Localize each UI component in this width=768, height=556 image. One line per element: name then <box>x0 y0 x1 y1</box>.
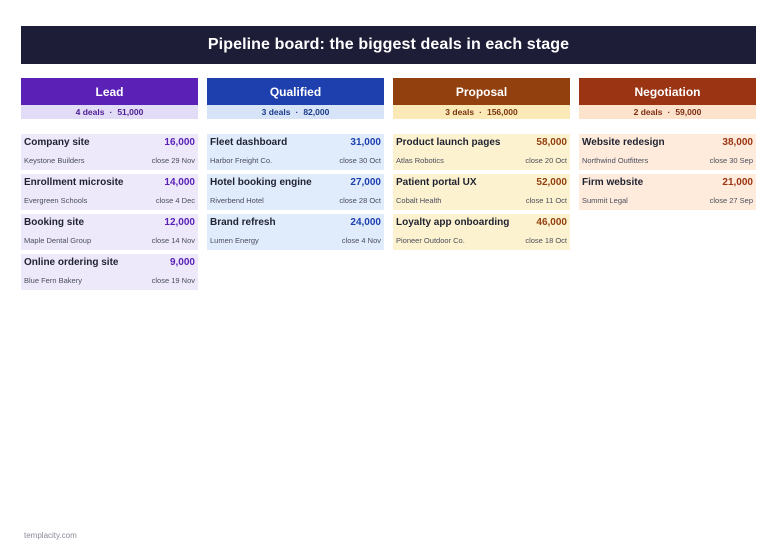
company-name: Maple Dental Group <box>24 236 92 245</box>
column-summary: 2 deals · 59,000 <box>579 105 756 119</box>
column-summary: 3 deals · 82,000 <box>207 105 384 119</box>
company-name: Pioneer Outdoor Co. <box>396 236 465 245</box>
deal-name: Hotel booking engine <box>210 177 312 188</box>
deal-card[interactable]: Patient portal UX 52,000 Cobalt Health clo… <box>393 174 570 210</box>
close-date: close 30 Oct <box>339 156 381 165</box>
deal-value: 14,000 <box>164 177 195 188</box>
column-total: 156,000 <box>486 107 518 117</box>
deal-value: 9,000 <box>169 257 195 268</box>
deal-card[interactable]: Firm website 21,000 Summit Legal close 27 … <box>579 174 756 210</box>
column-total: 51,000 <box>117 107 144 117</box>
deal-card[interactable]: Online ordering site 9,000 Blue Fern Bake… <box>21 254 198 290</box>
column-qualified: Qualified 3 deals · 82,000 Fleet dashboa… <box>207 78 384 290</box>
deal-name: Booking site <box>24 217 85 228</box>
card-list: Website redesign 38,000 Northwind Outfitt… <box>579 134 756 210</box>
deal-value: 27,000 <box>350 177 381 188</box>
deal-count: 4 deals <box>75 107 105 117</box>
close-date: close 4 Nov <box>341 236 381 245</box>
company-name: Harbor Freight Co. <box>210 156 273 165</box>
deal-value: 31,000 <box>350 137 381 148</box>
deal-value: 46,000 <box>536 217 567 228</box>
column-header: Qualified <box>207 78 384 105</box>
board-title-bar: Pipeline board: the biggest deals in eac… <box>21 26 756 64</box>
deal-value: 12,000 <box>164 217 195 228</box>
close-date: close 29 Nov <box>151 156 195 165</box>
close-date: close 20 Oct <box>525 156 567 165</box>
separator: · <box>295 107 299 117</box>
deal-card[interactable]: Company site 16,000 Keystone Builders clos… <box>21 134 198 170</box>
company-name: Blue Fern Bakery <box>24 276 82 285</box>
separator: · <box>479 107 482 117</box>
deal-value: 52,000 <box>536 177 567 188</box>
column-negotiation: Negotiation 2 deals · 59,000 Website red… <box>579 78 756 290</box>
separator: · <box>109 107 113 117</box>
close-date: close 30 Sep <box>709 156 753 165</box>
deal-value: 58,000 <box>536 137 567 148</box>
deal-name: Product launch pages <box>396 137 501 148</box>
deal-count: 2 deals <box>633 107 663 117</box>
column-header: Proposal <box>393 78 570 105</box>
column-proposal: Proposal 3 deals · 156,000 Product launc… <box>393 78 570 290</box>
close-date: close 14 Nov <box>151 236 195 245</box>
deal-name: Brand refresh <box>210 217 276 228</box>
column-summary: 4 deals · 51,000 <box>21 105 198 119</box>
company-name: Keystone Builders <box>24 156 85 165</box>
deal-value: 16,000 <box>164 137 195 148</box>
deal-card[interactable]: Product launch pages 58,000 Atlas Robotic… <box>393 134 570 170</box>
deal-name: Company site <box>24 137 90 148</box>
deal-name: Fleet dashboard <box>210 137 288 148</box>
company-name: Summit Legal <box>582 196 628 205</box>
pipeline-board: Lead 4 deals · 51,000 Company site 16,000… <box>21 78 756 290</box>
close-date: close 4 Dec <box>155 196 195 205</box>
close-date: close 28 Oct <box>339 196 381 205</box>
close-date: close 27 Sep <box>709 196 753 205</box>
card-list: Fleet dashboard 31,000 Harbor Freight Co.… <box>207 134 384 250</box>
deal-count: 3 deals <box>261 107 291 117</box>
deal-name: Online ordering site <box>24 257 119 268</box>
deal-count: 3 deals <box>445 107 475 117</box>
deal-name: Loyalty app onboarding <box>396 217 510 228</box>
deal-value: 38,000 <box>722 137 753 148</box>
deal-name: Patient portal UX <box>396 177 477 188</box>
deal-card[interactable]: Website redesign 38,000 Northwind Outfitt… <box>579 134 756 170</box>
deal-card[interactable]: Loyalty app onboarding 46,000 Pioneer Out… <box>393 214 570 250</box>
column-total: 82,000 <box>303 107 330 117</box>
deal-value: 24,000 <box>350 217 381 228</box>
column-total: 59,000 <box>675 107 702 117</box>
deal-card[interactable]: Enrollment microsite 14,000 Evergreen Sch… <box>21 174 198 210</box>
board-title: Pipeline board: the biggest deals in eac… <box>207 36 570 53</box>
company-name: Cobalt Health <box>396 196 442 205</box>
company-name: Northwind Outfitters <box>582 156 649 165</box>
deal-card[interactable]: Fleet dashboard 31,000 Harbor Freight Co.… <box>207 134 384 170</box>
column-header: Negotiation <box>579 78 756 105</box>
company-name: Riverbend Hotel <box>210 196 264 205</box>
company-name: Atlas Robotics <box>396 156 444 165</box>
column-lead: Lead 4 deals · 51,000 Company site 16,000… <box>21 78 198 290</box>
company-name: Evergreen Schools <box>24 196 88 205</box>
card-list: Product launch pages 58,000 Atlas Robotic… <box>393 134 570 250</box>
close-date: close 19 Nov <box>151 276 195 285</box>
deal-name: Firm website <box>582 177 644 188</box>
separator: · <box>667 107 671 117</box>
deal-card[interactable]: Hotel booking engine 27,000 Riverbend Hot… <box>207 174 384 210</box>
column-summary: 3 deals · 156,000 <box>393 105 570 119</box>
deal-name: Website redesign <box>582 137 665 148</box>
column-header: Lead <box>21 78 198 105</box>
deal-name: Enrollment microsite <box>24 177 124 188</box>
deal-card[interactable]: Booking site 12,000 Maple Dental Group clo… <box>21 214 198 250</box>
close-date: close 11 Oct <box>525 196 567 205</box>
close-date: close 18 Oct <box>525 236 567 245</box>
company-name: Lumen Energy <box>210 236 259 245</box>
footer-credit: templacity.com <box>24 531 77 540</box>
card-list: Company site 16,000 Keystone Builders clos… <box>21 134 198 290</box>
deal-value: 21,000 <box>722 177 753 188</box>
deal-card[interactable]: Brand refresh 24,000 Lumen Energy close 4 … <box>207 214 384 250</box>
